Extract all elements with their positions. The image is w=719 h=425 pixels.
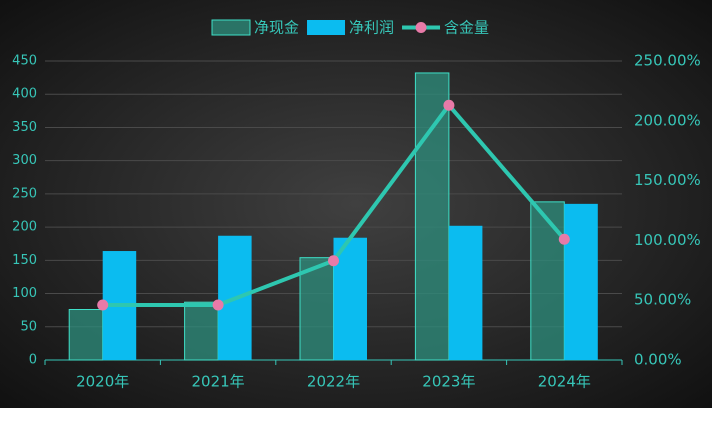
bar [448,225,483,360]
legend-label: 含金量 [444,19,489,37]
legend-label: 净利润 [349,19,394,37]
line-marker [97,299,109,311]
y-tick-label: 200 [12,220,37,235]
y-tick-label: 450 [12,54,37,69]
line-marker [558,233,570,245]
bar [530,201,565,361]
x-tick-label: 2023年 [422,373,475,391]
y-tick-label: 150 [12,253,37,268]
line-marker [328,255,339,267]
bar [414,72,450,361]
y-tick-label: 350 [12,120,37,135]
line-marker [212,299,224,311]
bar [333,237,367,360]
legend-swatch [307,20,346,35]
legend-label: 净现金 [254,19,299,37]
y-tick-label: 300 [12,153,37,168]
legend: 净现金 净利润 含金量 [211,19,489,37]
y2-tick-label: 100.00% [634,231,701,249]
y2-tick-label: 0.00% [634,351,682,369]
bar [564,203,598,360]
x-tick-label: 2021年 [192,373,245,391]
x-tick-label: 2022年 [307,373,360,391]
y-tick-label: 250 [12,186,37,201]
y2-tick-label: 250.00% [634,52,701,70]
bar [184,301,219,361]
legend-swatch [211,19,251,36]
y2-tick-label: 200.00% [634,111,701,129]
line-marker [443,99,455,111]
bar [68,309,104,361]
y-tick-label: 100 [12,286,37,301]
y-tick-label: 400 [12,87,37,102]
y-tick-label: 0 [29,353,37,368]
x-tick-label: 2020年 [76,373,129,391]
y2-tick-label: 50.00% [634,291,691,309]
legend-swatch [415,22,427,33]
y2-tick-label: 150.00% [634,171,701,189]
y-tick-label: 50 [20,319,37,334]
x-tick-label: 2024年 [538,373,591,391]
